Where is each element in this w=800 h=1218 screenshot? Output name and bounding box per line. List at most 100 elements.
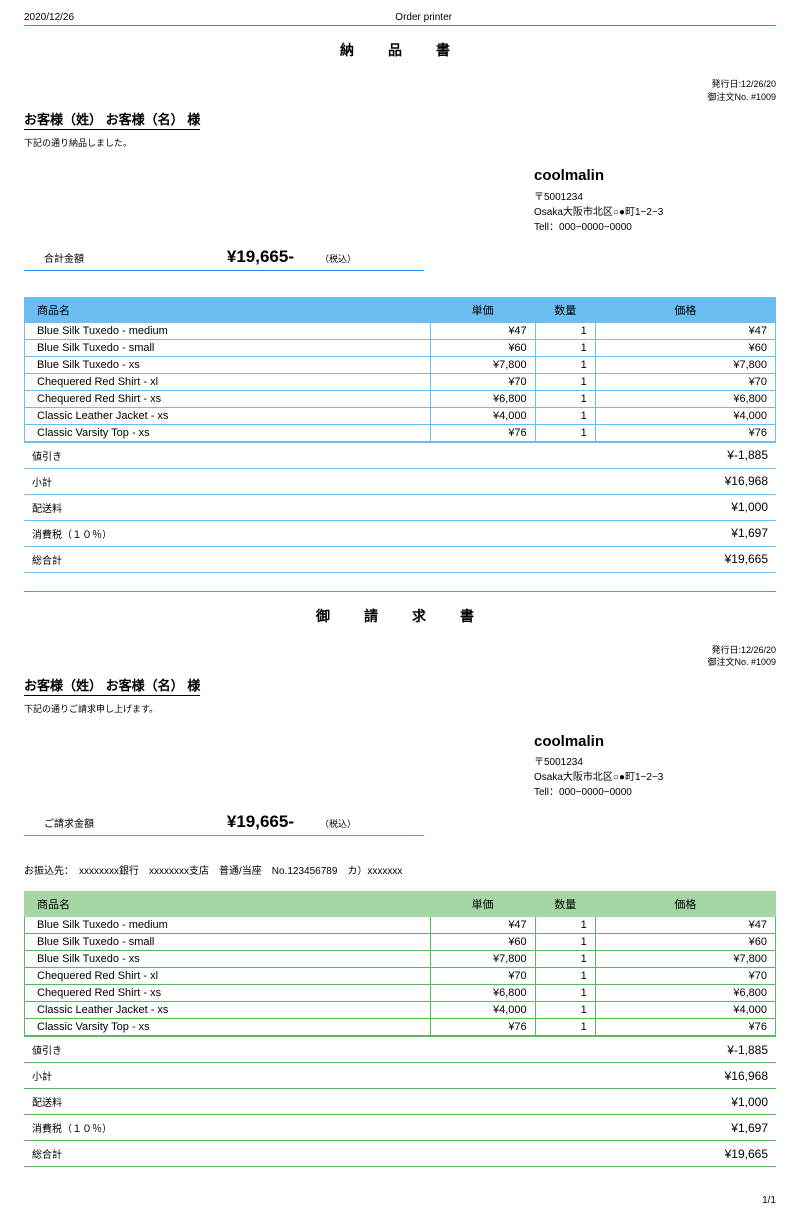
cell-unit: ¥7,800 [430,951,535,968]
summary-value: ¥1,697 [489,520,776,546]
table-row: Blue Silk Tuxedo - xs ¥7,800 1 ¥7,800 [25,951,776,968]
company-tel: Tell：000−0000−0000 [534,220,776,235]
summary-row: 小計 ¥16,968 [24,1063,776,1089]
cell-qty: 1 [535,424,595,441]
cell-qty: 1 [535,917,595,934]
invoice-summary: 値引き ¥-1,885 小計 ¥16,968 配送料 ¥1,000 消費税（１０… [24,1036,776,1167]
cell-qty: 1 [535,1019,595,1036]
cell-qty: 1 [535,407,595,424]
cell-price: ¥47 [595,322,775,339]
invoice-total: ご請求金額 ¥19,665- （税込） [24,810,424,836]
cell-price: ¥6,800 [595,390,775,407]
company-postal: 〒5001234 [534,755,776,770]
cell-unit: ¥6,800 [430,390,535,407]
cell-name: Chequered Red Shirt - xs [25,390,431,407]
cell-name: Chequered Red Shirt - xl [25,968,431,985]
cell-name: Classic Leather Jacket - xs [25,1002,431,1019]
cell-name: Classic Varsity Top - xs [25,424,431,441]
table-row: Blue Silk Tuxedo - medium ¥47 1 ¥47 [25,322,776,339]
cell-name: Blue Silk Tuxedo - medium [25,322,431,339]
header-rule-green [24,591,776,592]
summary-row: 小計 ¥16,968 [24,468,776,494]
summary-value: ¥-1,885 [489,1037,776,1063]
cell-qty: 1 [535,390,595,407]
delivery-items-body: Blue Silk Tuxedo - medium ¥47 1 ¥47 Blue… [25,322,776,441]
cell-price: ¥76 [595,424,775,441]
total-amount: ¥19,665- [144,812,294,832]
delivery-total: 合計金額 ¥19,665- （税込） [24,245,424,271]
cell-price: ¥47 [595,917,775,934]
table-row: Classic Varsity Top - xs ¥76 1 ¥76 [25,424,776,441]
cell-name: Blue Silk Tuxedo - small [25,934,431,951]
total-tax-note: （税込） [320,817,356,830]
cell-price: ¥4,000 [595,407,775,424]
summary-label: 値引き [24,1037,489,1063]
invoice-company: coolmalin 〒5001234 Osaka大阪市北区○●町1−2−3 Te… [534,731,776,801]
summary-row: 配送料 ¥1,000 [24,1089,776,1115]
company-address: Osaka大阪市北区○●町1−2−3 [534,205,776,220]
summary-value: ¥1,000 [489,494,776,520]
cell-name: Chequered Red Shirt - xl [25,373,431,390]
delivery-summary: 値引き ¥-1,885 小計 ¥16,968 配送料 ¥1,000 消費税（１０… [24,442,776,573]
invoice-items-table: 商品名 単価 数量 価格 Blue Silk Tuxedo - medium ¥… [24,891,776,1036]
table-row: Chequered Red Shirt - xs ¥6,800 1 ¥6,800 [25,985,776,1002]
summary-label: 小計 [24,1063,489,1089]
th-name: 商品名 [25,892,431,917]
th-qty: 数量 [535,892,595,917]
cell-unit: ¥47 [430,322,535,339]
table-row: Chequered Red Shirt - xl ¥70 1 ¥70 [25,968,776,985]
cell-unit: ¥70 [430,968,535,985]
summary-row: 消費税（１０％） ¥1,697 [24,1115,776,1141]
total-label: 合計金額 [24,250,144,265]
table-row: Chequered Red Shirt - xs ¥6,800 1 ¥6,800 [25,390,776,407]
total-amount: ¥19,665- [144,247,294,267]
th-unit: 単価 [430,297,535,322]
th-unit: 単価 [430,892,535,917]
summary-value: ¥19,665 [489,546,776,572]
table-row: Classic Leather Jacket - xs ¥4,000 1 ¥4,… [25,1002,776,1019]
summary-label: 総合計 [24,546,489,572]
cell-qty: 1 [535,373,595,390]
invoice-note: 下記の通りご請求申し上げます。 [24,702,776,715]
cell-qty: 1 [535,951,595,968]
cell-price: ¥7,800 [595,951,775,968]
print-app: Order printer [395,12,452,23]
summary-label: 消費税（１０％） [24,1115,489,1141]
summary-row: 値引き ¥-1,885 [24,442,776,468]
delivery-title: 納 品 書 [24,40,776,60]
cell-unit: ¥6,800 [430,985,535,1002]
cell-unit: ¥70 [430,373,535,390]
table-row: Blue Silk Tuxedo - small ¥60 1 ¥60 [25,934,776,951]
th-qty: 数量 [535,297,595,322]
bank-info: お振込先： xxxxxxxx銀行 xxxxxxxx支店 普通/当座 No.123… [24,862,776,877]
delivery-meta: 発行日:12/26/20 御注文No. #1009 [24,78,776,103]
cell-unit: ¥47 [430,917,535,934]
cell-name: Blue Silk Tuxedo - medium [25,917,431,934]
table-row: Blue Silk Tuxedo - small ¥60 1 ¥60 [25,339,776,356]
cell-price: ¥76 [595,1019,775,1036]
summary-row: 配送料 ¥1,000 [24,494,776,520]
cell-unit: ¥7,800 [430,356,535,373]
cell-unit: ¥4,000 [430,407,535,424]
print-date: 2020/12/26 [24,12,74,23]
cell-unit: ¥76 [430,1019,535,1036]
cell-unit: ¥4,000 [430,1002,535,1019]
cell-unit: ¥60 [430,934,535,951]
table-row: Blue Silk Tuxedo - xs ¥7,800 1 ¥7,800 [25,356,776,373]
invoice-meta: 発行日:12/26/20 御注文No. #1009 [24,644,776,669]
delivery-items-table: 商品名 単価 数量 価格 Blue Silk Tuxedo - medium ¥… [24,297,776,442]
cell-qty: 1 [535,985,595,1002]
cell-name: Blue Silk Tuxedo - xs [25,951,431,968]
cell-price: ¥60 [595,339,775,356]
summary-row: 値引き ¥-1,885 [24,1037,776,1063]
th-name: 商品名 [25,297,431,322]
cell-name: Blue Silk Tuxedo - xs [25,356,431,373]
cell-qty: 1 [535,356,595,373]
summary-label: 配送料 [24,494,489,520]
table-row: Classic Varsity Top - xs ¥76 1 ¥76 [25,1019,776,1036]
cell-name: Classic Leather Jacket - xs [25,407,431,424]
summary-value: ¥1,697 [489,1115,776,1141]
cell-price: ¥70 [595,968,775,985]
company-name: coolmalin [534,165,776,188]
page-number: 1/1 [24,1195,776,1206]
